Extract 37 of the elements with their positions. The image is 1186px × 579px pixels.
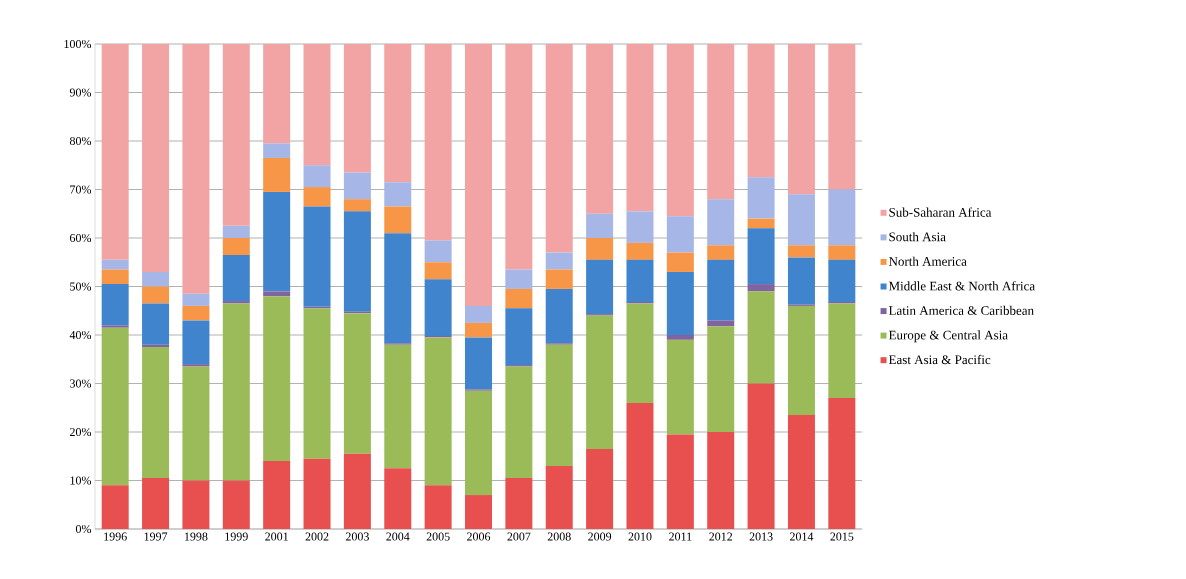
y-tick-label: 70% — [70, 185, 92, 194]
x-tick-label: 2013 — [749, 532, 773, 541]
x-tick-label: 2015 — [830, 532, 854, 541]
x-tick-label: 2010 — [628, 532, 652, 541]
y-tick-label: 10% — [70, 476, 92, 485]
legend-label: East Asia & Pacific — [888, 354, 991, 365]
y-tick-label: 50% — [70, 282, 92, 291]
y-tick-label: 80% — [69, 136, 92, 146]
x-tick-label: 1999 — [225, 532, 248, 541]
x-tick-label: 2006 — [467, 532, 491, 541]
x-tick-label: 1997 — [144, 532, 168, 541]
y-tick-label: 40% — [69, 330, 92, 340]
x-tick-label: 2009 — [588, 532, 612, 541]
x-tick-label: 2004 — [386, 532, 410, 541]
x-tick-label: 2001 — [265, 532, 288, 541]
legend-label: Latin America & Caribbean — [888, 305, 1034, 315]
x-tick-label: 2003 — [345, 532, 369, 541]
x-tick-label: 2011 — [669, 532, 692, 541]
x-tick-label: 2012 — [709, 532, 733, 541]
x-tick-label: 1998 — [184, 532, 208, 541]
x-tick-label: 2014 — [789, 532, 814, 541]
x-tick-label: 2007 — [507, 532, 531, 541]
x-tick-label: 2008 — [547, 532, 571, 541]
x-tick-label: 1996 — [104, 532, 127, 541]
y-tick-label: 90% — [69, 88, 92, 97]
y-tick-label: 100% — [64, 39, 92, 49]
legend-label: Europe & Central Asia — [888, 330, 1008, 343]
x-tick-label: 2005 — [426, 532, 450, 541]
y-tick-label: 30% — [70, 379, 92, 388]
legend-label: Sub-Saharan Africa — [889, 207, 992, 217]
y-tick-label: 60% — [69, 233, 92, 243]
legend-label: North America — [888, 256, 967, 266]
x-tick-label: 2002 — [305, 532, 329, 541]
legend-label: South Asia — [889, 232, 946, 242]
legend-label: Middle East & North Africa — [888, 281, 1035, 291]
y-tick-label: 20% — [70, 427, 92, 437]
y-tick-label: 0% — [75, 524, 92, 534]
